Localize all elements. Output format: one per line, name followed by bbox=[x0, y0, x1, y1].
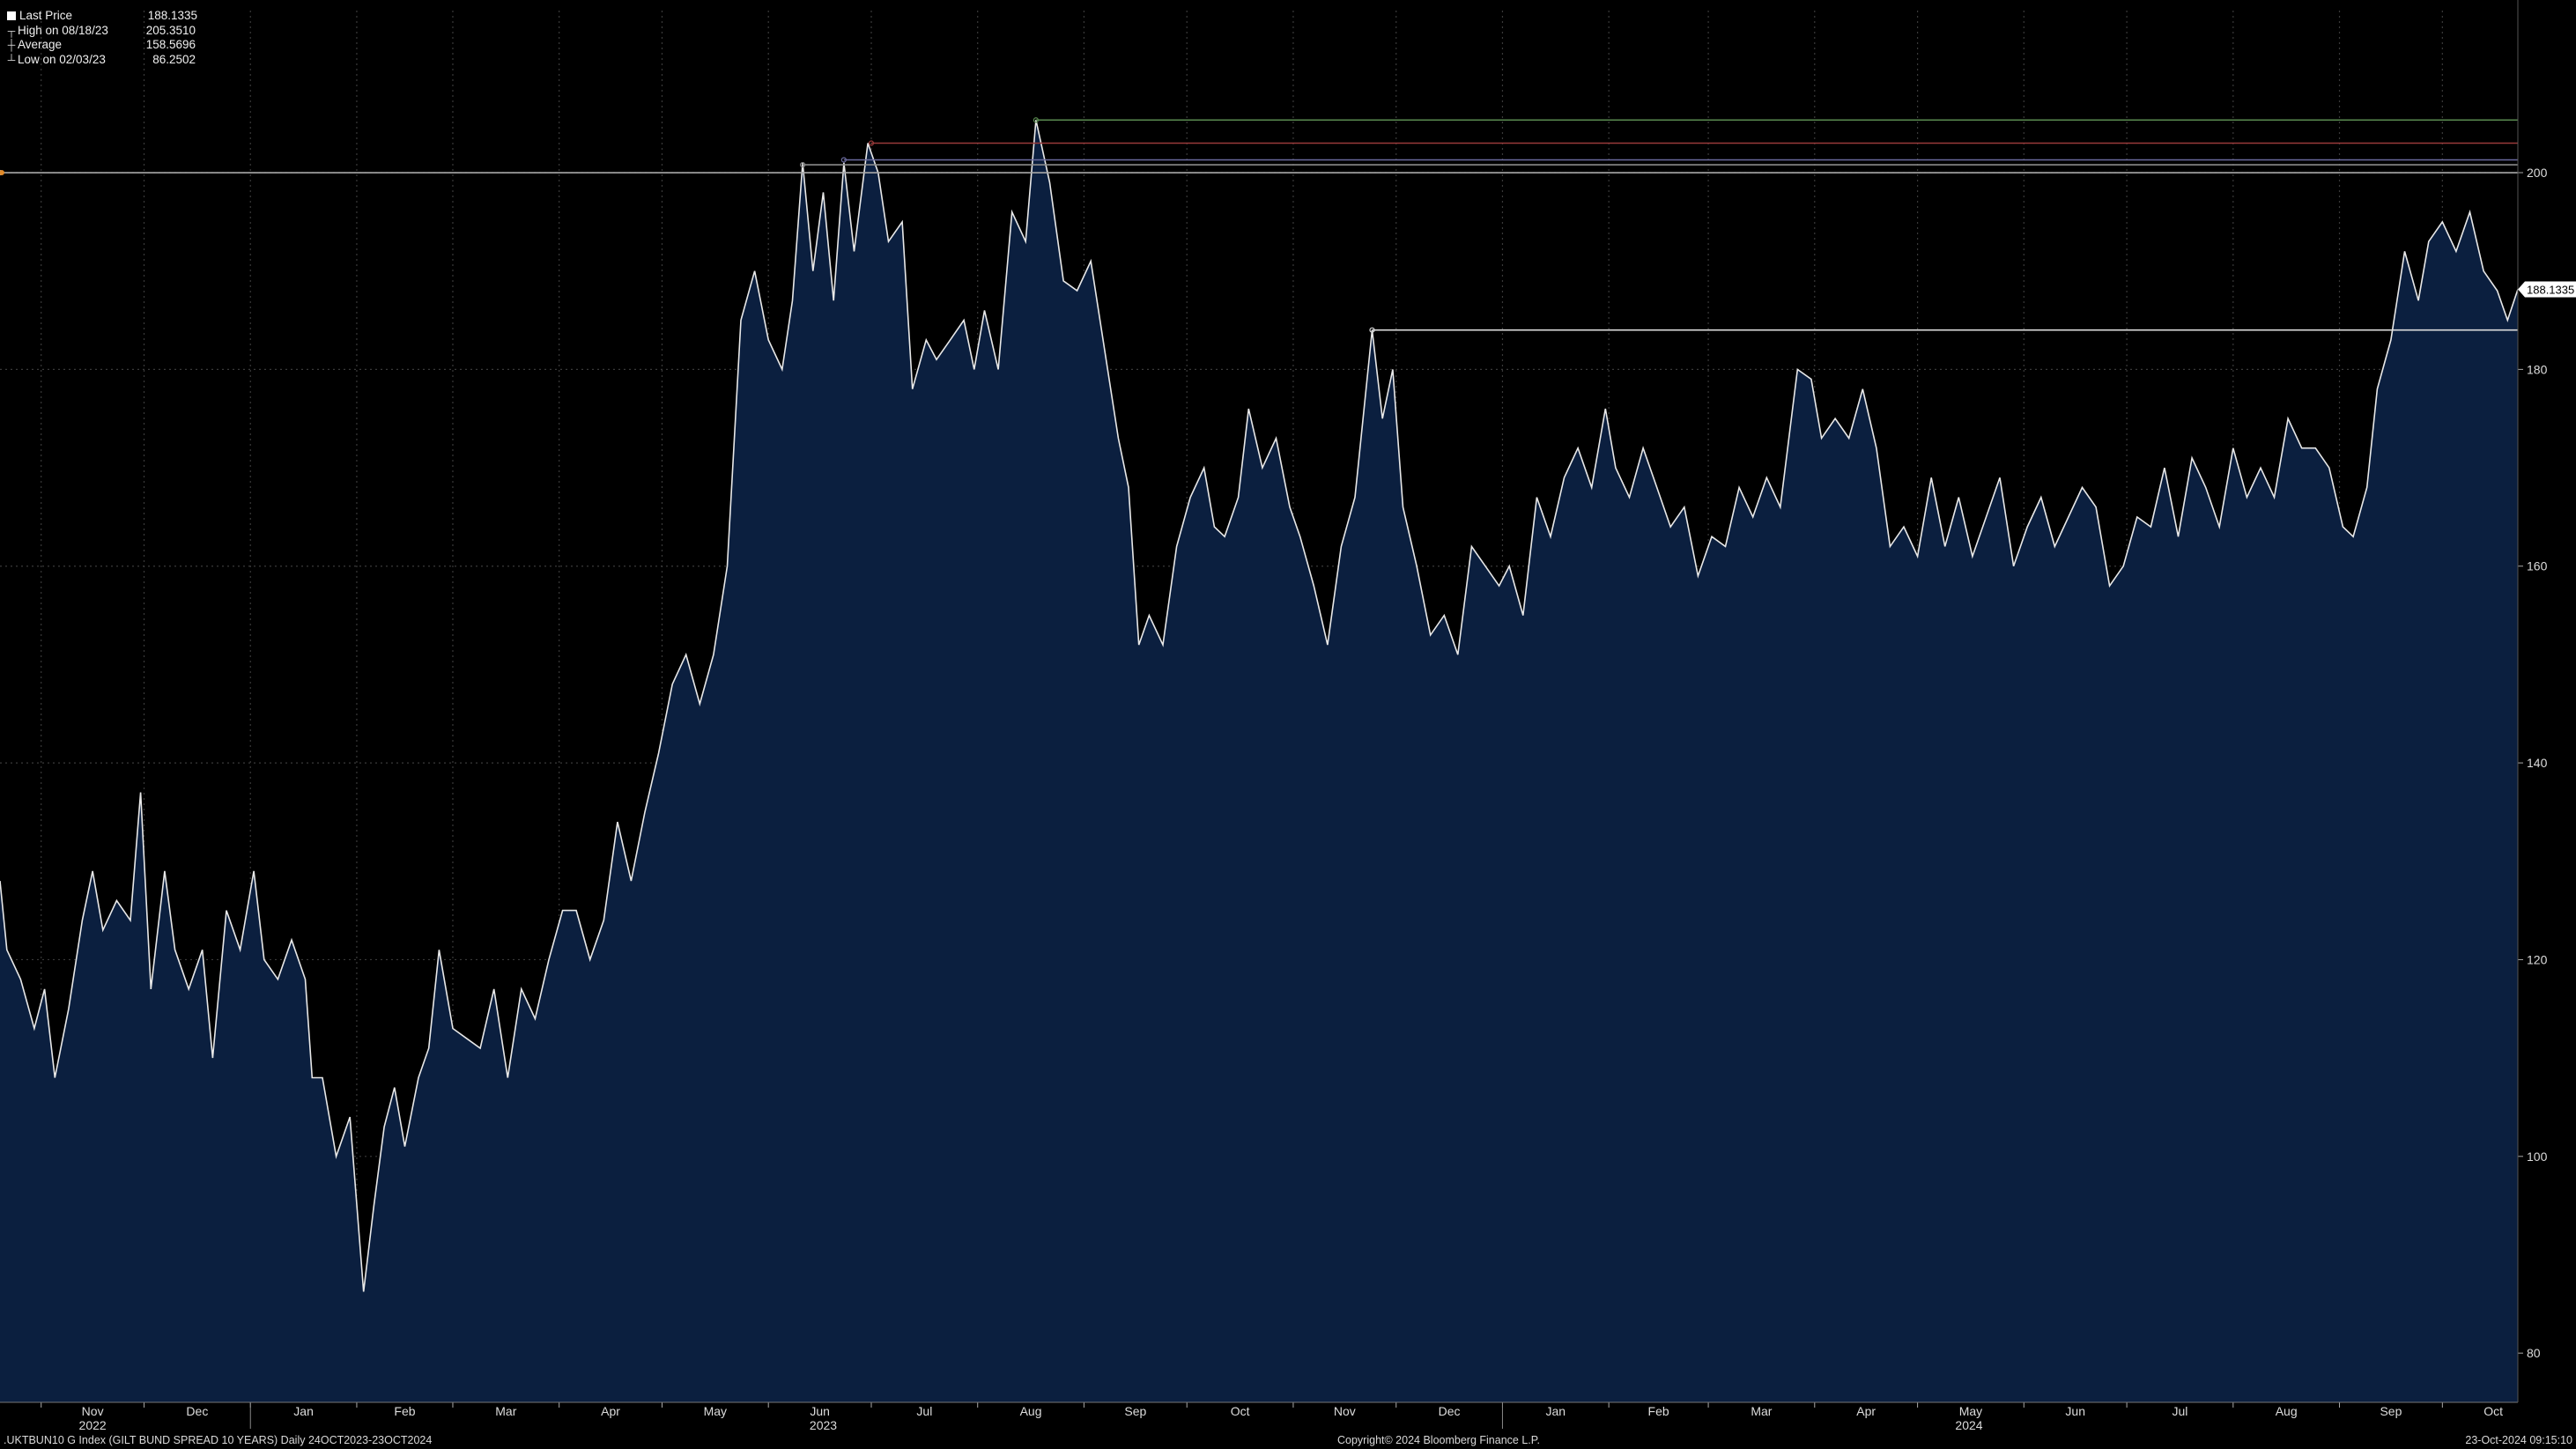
y-tick-label: 200 bbox=[2527, 166, 2548, 180]
x-month-label: Nov bbox=[1334, 1404, 1356, 1418]
legend-label: Average bbox=[18, 38, 63, 51]
legend-label: Low on 02/03/23 bbox=[18, 52, 106, 66]
x-year-label: 2023 bbox=[810, 1418, 837, 1432]
high-marker-icon: ┬ bbox=[7, 24, 16, 37]
legend-average: ┼ Average 158.5696 bbox=[5, 38, 197, 53]
x-month-label: Dec bbox=[186, 1404, 208, 1418]
x-month-label: Apr bbox=[1856, 1404, 1876, 1418]
x-month-label: Dec bbox=[1439, 1404, 1461, 1418]
legend-high: ┬ High on 08/18/23 205.3510 bbox=[5, 24, 197, 39]
area-fill bbox=[0, 120, 2518, 1402]
legend-label: Last Price bbox=[19, 9, 73, 22]
low-marker-icon: ┴ bbox=[7, 53, 16, 66]
y-tick-label: 140 bbox=[2527, 756, 2548, 770]
reference-line-marker bbox=[1369, 327, 1375, 333]
x-month-label: Jul bbox=[916, 1404, 932, 1418]
x-month-label: Aug bbox=[2276, 1404, 2298, 1418]
x-month-label: Feb bbox=[394, 1404, 415, 1418]
x-month-label: May bbox=[704, 1404, 727, 1418]
legend-low: ┴ Low on 02/03/23 86.2502 bbox=[5, 53, 197, 68]
legend-label: High on 08/18/23 bbox=[18, 23, 108, 37]
x-month-label: Aug bbox=[1020, 1404, 1042, 1418]
x-year-label: 2024 bbox=[1955, 1418, 1982, 1432]
x-year-label: 2022 bbox=[79, 1418, 107, 1432]
y-tick-label: 120 bbox=[2527, 952, 2548, 966]
reference-line-marker bbox=[1033, 117, 1040, 123]
white-square-icon bbox=[7, 11, 16, 21]
x-month-label: Jun bbox=[810, 1404, 830, 1418]
last-price-tag-text: 188.1335 bbox=[2527, 284, 2574, 297]
x-month-label: Mar bbox=[495, 1404, 516, 1418]
x-month-label: Jan bbox=[293, 1404, 314, 1418]
last-price-tag-shape bbox=[2518, 281, 2576, 298]
legend-value: 158.5696 bbox=[145, 38, 196, 51]
reference-line-marker bbox=[868, 140, 875, 146]
last-price-tag: 188.1335 bbox=[2518, 281, 2576, 298]
x-month-label: Oct bbox=[1231, 1404, 1250, 1418]
x-month-label: Apr bbox=[601, 1404, 620, 1418]
x-month-label: Oct bbox=[2483, 1404, 2503, 1418]
left-axis-marker bbox=[0, 170, 4, 176]
x-month-label: Mar bbox=[1751, 1404, 1772, 1418]
y-tick-label: 180 bbox=[2527, 362, 2548, 376]
legend-value: 86.2502 bbox=[152, 52, 196, 66]
x-month-label: Sep bbox=[1124, 1404, 1146, 1418]
reference-line-marker bbox=[840, 157, 847, 163]
axes: 80 100 120 140 160 180 200 Nov Dec Jan Feb Mar Apr Ma… bbox=[0, 0, 2548, 1432]
y-tick-label: 160 bbox=[2527, 559, 2548, 573]
x-month-label: Sep bbox=[2380, 1404, 2402, 1418]
chart-legend: Last Price 188.1335 ┬ High on 08/18/23 2… bbox=[5, 9, 197, 67]
x-month-label: May bbox=[1959, 1404, 1982, 1418]
x-month-label: Nov bbox=[82, 1404, 104, 1418]
reference-line-marker bbox=[800, 161, 806, 168]
x-month-label: Jan bbox=[1546, 1404, 1566, 1418]
y-tick-label: 80 bbox=[2527, 1346, 2541, 1360]
reference-lines bbox=[0, 117, 2518, 333]
legend-last-price: Last Price 188.1335 bbox=[5, 9, 197, 24]
legend-value: 205.3510 bbox=[145, 23, 196, 37]
footer-security-description: .UKTBUN10 G Index (GILT BUND SPREAD 10 Y… bbox=[4, 1434, 433, 1446]
area-series bbox=[0, 120, 2519, 1402]
footer-copyright: Copyright© 2024 Bloomberg Finance L.P. bbox=[1337, 1434, 1540, 1446]
legend-value: 188.1335 bbox=[147, 9, 197, 22]
x-month-label: Jun bbox=[2065, 1404, 2085, 1418]
x-month-label: Feb bbox=[1648, 1404, 1669, 1418]
price-line bbox=[0, 120, 2519, 1292]
footer-timestamp: 23-Oct-2024 09:15:10 bbox=[2465, 1434, 2572, 1446]
x-month-label: Jul bbox=[2173, 1404, 2188, 1418]
y-tick-label: 100 bbox=[2527, 1150, 2548, 1164]
average-marker-icon: ┼ bbox=[7, 39, 16, 51]
